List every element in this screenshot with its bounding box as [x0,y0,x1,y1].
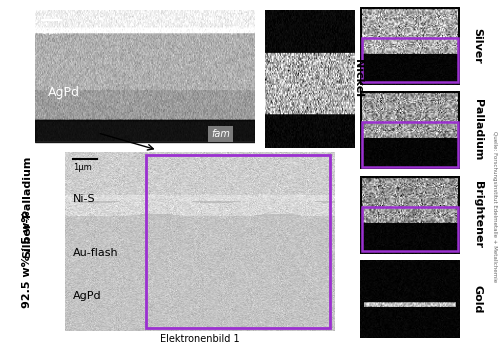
Text: AgPd: AgPd [48,86,80,99]
Text: Elektronenbild 1: Elektronenbild 1 [160,334,240,344]
Text: Palladium: Palladium [472,99,482,161]
Text: Au-flash: Au-flash [73,248,118,258]
Text: fam: fam [211,129,230,139]
Text: Quelle: Forschungsinstitut Edelmetalle + Metallchemie: Quelle: Forschungsinstitut Edelmetalle +… [492,131,496,283]
Text: 1μm: 1μm [73,163,92,172]
Text: 1 μm: 1 μm [42,29,60,35]
Bar [362,122,458,167]
Text: Brightener: Brightener [472,181,482,248]
Bar [362,38,458,82]
Text: AgPd: AgPd [73,291,102,301]
Text: 92.5 w% / 5 w%: 92.5 w% / 5 w% [22,210,32,307]
Text: Silver: Silver [472,28,482,63]
Bar [146,155,330,328]
Text: Ni-S: Ni-S [73,194,96,204]
Text: Gold: Gold [472,285,482,313]
Bar [35,120,255,142]
Text: Silber-Palladium: Silber-Palladium [22,156,32,258]
Bar [362,207,458,252]
Text: Nickel: Nickel [352,59,362,97]
